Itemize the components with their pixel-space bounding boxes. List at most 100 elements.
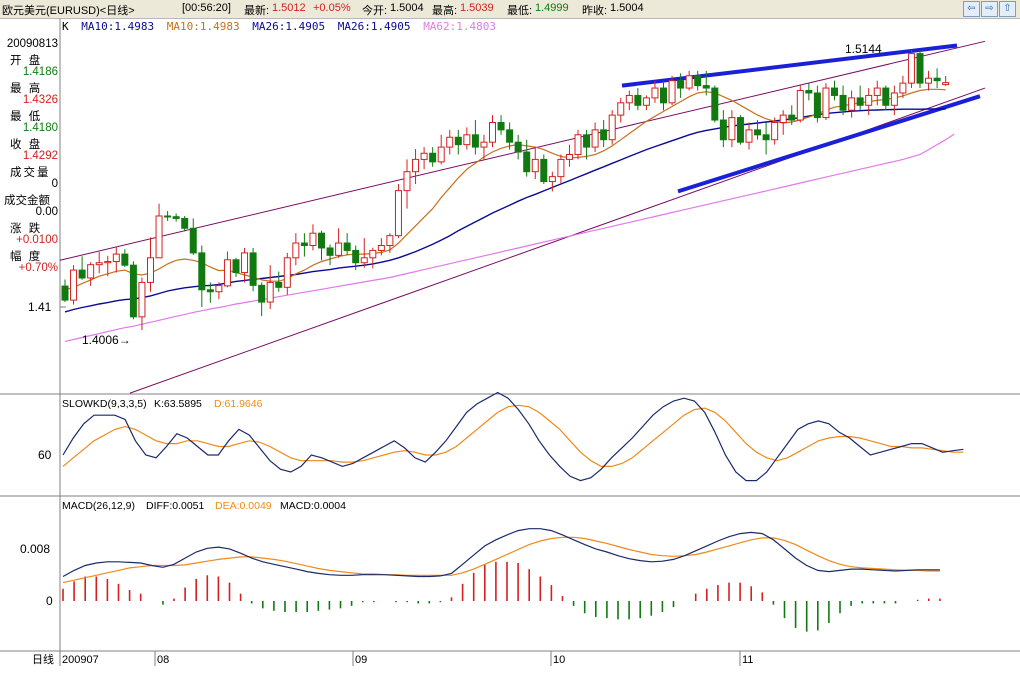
candle: [788, 105, 796, 125]
candle: [343, 233, 351, 256]
candle: [848, 90, 856, 118]
candle-body: [762, 134, 770, 141]
channel-bottom-line: [677, 94, 981, 194]
candle-body: [933, 77, 941, 82]
candle-body: [805, 90, 813, 94]
macd-title: MACD(26,12,9): [62, 500, 135, 512]
candle: [249, 247, 257, 292]
kd-panel: SLOWKD(9,3,3,5) K:63.5895 D:61.9646 60: [38, 391, 964, 482]
candle: [87, 262, 95, 286]
candle: [377, 238, 385, 256]
candle: [608, 110, 616, 145]
info-change-value: +0.0100: [16, 234, 58, 246]
candle: [574, 129, 582, 160]
candle: [762, 122, 770, 155]
scroll-left-button[interactable]: ⇦: [963, 1, 980, 17]
candle-body: [642, 97, 650, 106]
candle-body: [172, 216, 180, 219]
candle: [694, 70, 702, 91]
candle: [745, 122, 753, 150]
candle: [155, 203, 163, 259]
panel-frames: [0, 19, 1020, 666]
info-amount-value: 0.00: [35, 206, 58, 218]
info-volume-label: 成交量: [10, 167, 51, 179]
candle: [660, 80, 667, 111]
candle-body: [514, 141, 522, 153]
candle-body: [95, 262, 103, 266]
info-amount-label: 成交金额: [4, 195, 50, 207]
low-value: 1.4999: [535, 2, 569, 14]
candle: [813, 85, 821, 123]
expand-button[interactable]: ⇧: [999, 1, 1016, 17]
candle-body: [728, 117, 736, 141]
candle: [728, 110, 736, 148]
candle: [352, 245, 360, 271]
candle-body: [591, 129, 599, 148]
candle-body: [651, 87, 659, 99]
candle: [625, 90, 633, 111]
kd-tick-label: 60: [38, 448, 52, 462]
candle: [300, 233, 308, 257]
candle: [138, 277, 146, 331]
candle: [232, 257, 240, 277]
candle-body: [907, 53, 915, 84]
scroll-right-button[interactable]: ⇨: [981, 1, 998, 17]
candle-body: [583, 134, 591, 148]
candle-body: [813, 92, 821, 119]
info-open-value: 1.4186: [22, 66, 58, 78]
candle-body: [446, 136, 454, 148]
candle-body: [258, 284, 266, 303]
candle: [463, 127, 471, 150]
candle-body: [839, 94, 847, 111]
candle-body: [600, 129, 608, 141]
candle: [651, 80, 659, 103]
x-tick-label: 200907: [62, 654, 99, 666]
candle: [386, 233, 394, 253]
candle-body: [147, 257, 154, 283]
legend-ma10-a: MA10:1.4983: [81, 20, 155, 33]
candle-body: [548, 176, 556, 183]
candle-body: [668, 80, 676, 104]
low-label: 最低:: [507, 5, 533, 17]
candle-body: [189, 227, 197, 254]
macd-dea-line: [62, 536, 940, 584]
legend-k: K: [62, 20, 69, 33]
open-label: 今开:: [362, 5, 388, 17]
candle-body: [454, 136, 462, 146]
candle: [591, 122, 599, 153]
candle-body: [403, 171, 411, 192]
info-date: 20090813: [6, 38, 58, 50]
candle-body: [523, 151, 531, 173]
candle: [677, 73, 685, 98]
prev-close-value: 1.5004: [610, 2, 644, 14]
info-open-label: 开 盘: [10, 55, 43, 67]
prev-close-label: 昨收:: [582, 5, 608, 17]
candle: [685, 70, 693, 91]
candle: [523, 139, 531, 177]
candle-body: [890, 92, 898, 106]
candle-body: [232, 259, 240, 274]
x-tick-label: 09: [355, 654, 367, 666]
legend-ma10-b: MA10:1.4983: [166, 20, 240, 33]
info-close-value: 1.4292: [22, 150, 58, 162]
candle: [412, 149, 420, 184]
candle-body: [198, 252, 206, 291]
candle-body: [848, 97, 856, 111]
candle: [489, 115, 496, 148]
x-tick-label: 08: [157, 654, 169, 666]
latest-value: 1.5012: [272, 2, 306, 14]
candle: [617, 97, 625, 123]
candle: [275, 271, 283, 292]
candle-body: [292, 242, 300, 259]
candle-body: [61, 285, 69, 301]
candle-body: [70, 269, 78, 301]
info-close-label: 收 盘: [10, 139, 43, 151]
latest-label: 最新:: [244, 5, 270, 17]
candle: [61, 279, 69, 303]
candle: [600, 120, 608, 148]
candle-body: [540, 158, 548, 183]
candle-body: [249, 252, 257, 286]
legend-ma26-b: MA26:1.4905: [337, 20, 411, 33]
candle: [95, 251, 103, 274]
